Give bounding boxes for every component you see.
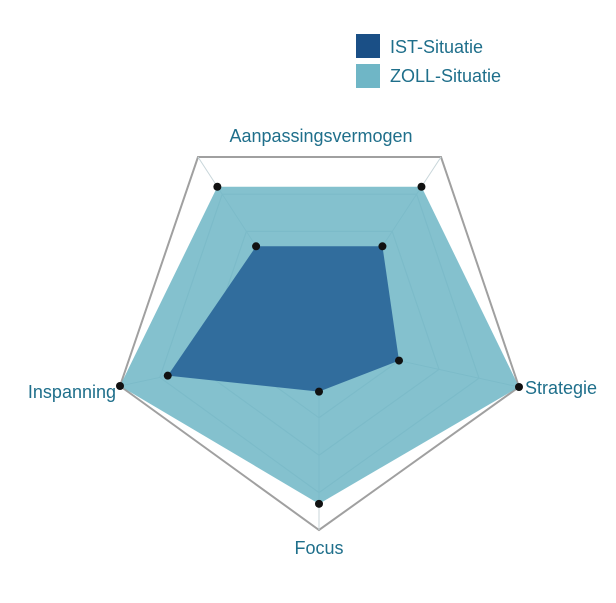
radar-series [120,186,519,504]
legend-label-zoll: ZOLL-Situatie [390,66,501,86]
data-point-ist-4 [163,371,172,380]
data-point-ist-3 [315,387,323,396]
data-point-zoll-3 [315,499,323,508]
legend-label-ist: IST-Situatie [390,37,483,57]
axis-label-aanpassingsvermogen: Aanpassingsvermogen [229,126,412,146]
data-point-zoll-4 [116,382,124,390]
data-point-ist-1 [378,242,387,251]
axis-label-strategie: Strategie [525,378,597,398]
series-area-ist [167,246,399,392]
data-point-zoll-2 [515,383,523,391]
radar-points [116,182,523,508]
axis-label-inspanning: Inspanning [28,382,116,402]
axis-label-focus: Focus [294,538,343,558]
grid-ring-5 [118,156,521,532]
data-point-ist-0 [252,242,261,251]
legend-swatch-ist [356,34,380,58]
legend: IST-Situatie ZOLL-Situatie [356,34,501,88]
data-point-ist-2 [395,356,403,365]
data-point-zoll-0 [213,182,222,191]
legend-swatch-zoll [356,64,380,88]
axis-labels: Aanpassingsvermogen Strategie Focus Insp… [28,126,597,558]
data-point-zoll-1 [417,182,426,191]
